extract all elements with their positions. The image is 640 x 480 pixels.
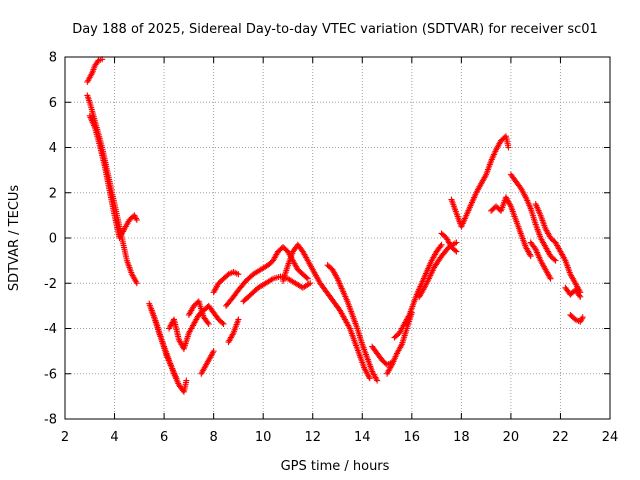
x-tick-label: 2 — [61, 430, 69, 445]
x-tick-label: 20 — [503, 430, 520, 445]
grid-lines — [65, 57, 610, 419]
y-tick-label: 0 — [49, 232, 57, 247]
data-point — [303, 274, 310, 281]
x-tick-label: 12 — [304, 430, 321, 445]
data-point — [173, 375, 180, 382]
data-point — [304, 275, 311, 282]
data-point — [307, 280, 314, 287]
data-point — [133, 280, 140, 287]
x-tick-label: 8 — [209, 430, 217, 445]
data-point — [453, 248, 460, 255]
x-tick-label: 14 — [354, 430, 371, 445]
data-point — [219, 319, 226, 326]
data-point — [235, 271, 242, 278]
data-point — [204, 319, 211, 326]
x-tick-label: 24 — [602, 430, 619, 445]
x-tick-label: 18 — [453, 430, 470, 445]
x-tick-label: 16 — [404, 430, 421, 445]
data-point — [547, 275, 554, 282]
data-point — [452, 247, 459, 254]
y-tick-label: 6 — [49, 96, 57, 111]
chart-title: Day 188 of 2025, Sidereal Day-to-day VTE… — [72, 22, 598, 37]
x-tick-label: 6 — [160, 430, 168, 445]
data-point — [579, 314, 586, 321]
y-tick-label: -6 — [44, 367, 57, 382]
y-tick-label: 2 — [49, 186, 57, 201]
data-point — [133, 216, 140, 223]
data-point — [438, 241, 445, 248]
data-points — [84, 56, 586, 395]
data-point — [505, 144, 512, 151]
x-tick-label: 4 — [110, 430, 118, 445]
data-point — [183, 377, 190, 384]
y-tick-label: -8 — [44, 413, 57, 428]
y-axis-label: SDTVAR / TECUs — [7, 185, 22, 292]
x-tick-label: 22 — [552, 430, 569, 445]
data-point — [235, 316, 242, 323]
data-point — [210, 348, 217, 355]
data-point — [527, 253, 534, 260]
data-point — [576, 292, 583, 299]
y-axis: -8 -6 -4 -2 0 2 4 6 8 — [44, 51, 610, 428]
data-point — [220, 320, 227, 327]
data-point — [552, 257, 559, 264]
data-point — [366, 375, 373, 382]
y-tick-label: -2 — [44, 277, 57, 292]
y-tick-label: -4 — [44, 322, 57, 337]
y-tick-label: 4 — [49, 141, 57, 156]
data-point — [374, 377, 381, 384]
data-point — [437, 243, 444, 250]
x-tick-label: 10 — [255, 430, 272, 445]
x-axis: 2 4 6 8 10 12 14 16 18 20 22 24 — [61, 57, 618, 445]
x-axis-label: GPS time / hours — [281, 459, 390, 474]
data-point — [577, 293, 584, 300]
y-tick-label: 8 — [49, 51, 57, 66]
data-point — [453, 239, 460, 246]
data-point — [551, 256, 558, 263]
data-point — [205, 320, 212, 327]
